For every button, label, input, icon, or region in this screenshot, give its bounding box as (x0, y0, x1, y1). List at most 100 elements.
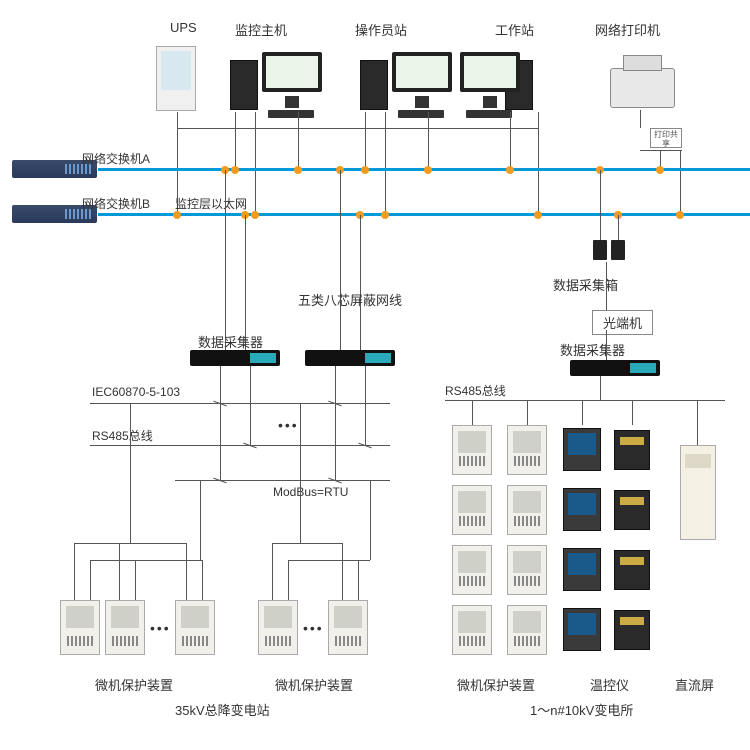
relay-r (452, 425, 492, 475)
pc-stand-3 (483, 96, 497, 108)
line (250, 366, 251, 446)
bus-node (656, 166, 664, 174)
line (177, 128, 538, 129)
line (245, 215, 246, 350)
data-box-2 (611, 240, 625, 260)
relay-r (507, 485, 547, 535)
relay-l5 (328, 600, 368, 655)
label-data-collector-2: 数据采集器 (560, 340, 625, 359)
label-rs485-l: RS485总线 (92, 427, 153, 444)
label-dc-panel: 直流屏 (675, 675, 714, 694)
label-data-box: 数据采集箱 (553, 275, 618, 294)
line (428, 112, 429, 170)
line (90, 560, 202, 561)
line (186, 543, 187, 600)
line (74, 543, 186, 544)
pc-monitor-1 (262, 52, 322, 92)
line (340, 170, 341, 350)
pc-stand-2 (415, 96, 429, 108)
pc-tower-1 (230, 60, 258, 110)
line (135, 560, 136, 600)
line (365, 112, 366, 170)
dots: ••• (303, 620, 324, 636)
label-temp: 温控仪 (590, 675, 629, 694)
line (697, 400, 698, 445)
meter-b (614, 550, 650, 590)
line (640, 150, 682, 151)
meter-a (563, 488, 601, 531)
line (272, 543, 342, 544)
line (538, 112, 539, 215)
pc-monitor-3 (460, 52, 520, 92)
line (600, 170, 601, 240)
label-monitoring-ethernet: 监控层以太网 (175, 195, 247, 212)
line (606, 330, 607, 360)
relay-r (507, 545, 547, 595)
label-micro-relay-3: 微机保护装置 (457, 675, 535, 694)
label-rs485-r: RS485总线 (445, 382, 506, 399)
label-cable-type: 五类八芯屏蔽网线 (298, 290, 402, 309)
relay-l2 (105, 600, 145, 655)
label-network-printer: 网络打印机 (595, 20, 660, 39)
label-operator-station: 操作员站 (355, 20, 407, 39)
relay-r (452, 605, 492, 655)
line (235, 112, 236, 170)
label-optical: 光端机 (592, 310, 653, 335)
bus-node (424, 166, 432, 174)
meter-a (563, 548, 601, 591)
data-box-1 (593, 240, 607, 260)
line (288, 560, 289, 600)
label-35kv: 35kV总降变电站 (175, 700, 270, 719)
line-iec (90, 403, 390, 404)
relay-l1 (60, 600, 100, 655)
bus-node (361, 166, 369, 174)
pc-stand-1 (285, 96, 299, 108)
line (618, 215, 619, 240)
line (632, 400, 633, 425)
collector-3 (570, 360, 660, 376)
label-10kv: 1～n#10kV变电所 (530, 700, 633, 719)
line (365, 366, 366, 446)
relay-r (452, 545, 492, 595)
line (202, 560, 203, 600)
dots: ••• (278, 417, 299, 433)
pc-kb-2 (398, 110, 444, 118)
bus-node (294, 166, 302, 174)
collector-2 (305, 350, 395, 366)
line (527, 400, 528, 425)
line (200, 480, 201, 560)
line (640, 110, 641, 128)
relay-l3 (175, 600, 215, 655)
line (370, 480, 371, 560)
line (680, 150, 681, 215)
relay-l4 (258, 600, 298, 655)
dots: ••• (150, 620, 171, 636)
bus-node (534, 211, 542, 219)
line-modbus (175, 480, 390, 481)
bus-b (98, 213, 750, 216)
collector-1 (190, 350, 280, 366)
line (90, 560, 91, 600)
print-server-label: 打印共享 (654, 130, 678, 148)
line (225, 170, 226, 350)
line (358, 560, 359, 600)
bus-node (173, 211, 181, 219)
bus-node (506, 166, 514, 174)
printer (610, 68, 675, 108)
line-rs485-l (90, 445, 390, 446)
pc-tower-2 (360, 60, 388, 110)
relay-r (507, 605, 547, 655)
label-ups: UPS (170, 20, 197, 35)
label-micro-relay-2: 微机保护装置 (275, 675, 353, 694)
line (600, 376, 601, 400)
line (342, 543, 343, 600)
label-modbus: ModBus=RTU (273, 485, 348, 499)
line (472, 400, 473, 425)
bus-node (231, 166, 239, 174)
bus-node (676, 211, 684, 219)
bus-node (381, 211, 389, 219)
pc-kb-3 (466, 110, 512, 118)
relay-r (507, 425, 547, 475)
label-monitor-host: 监控主机 (235, 20, 287, 39)
meter-a (563, 428, 601, 471)
